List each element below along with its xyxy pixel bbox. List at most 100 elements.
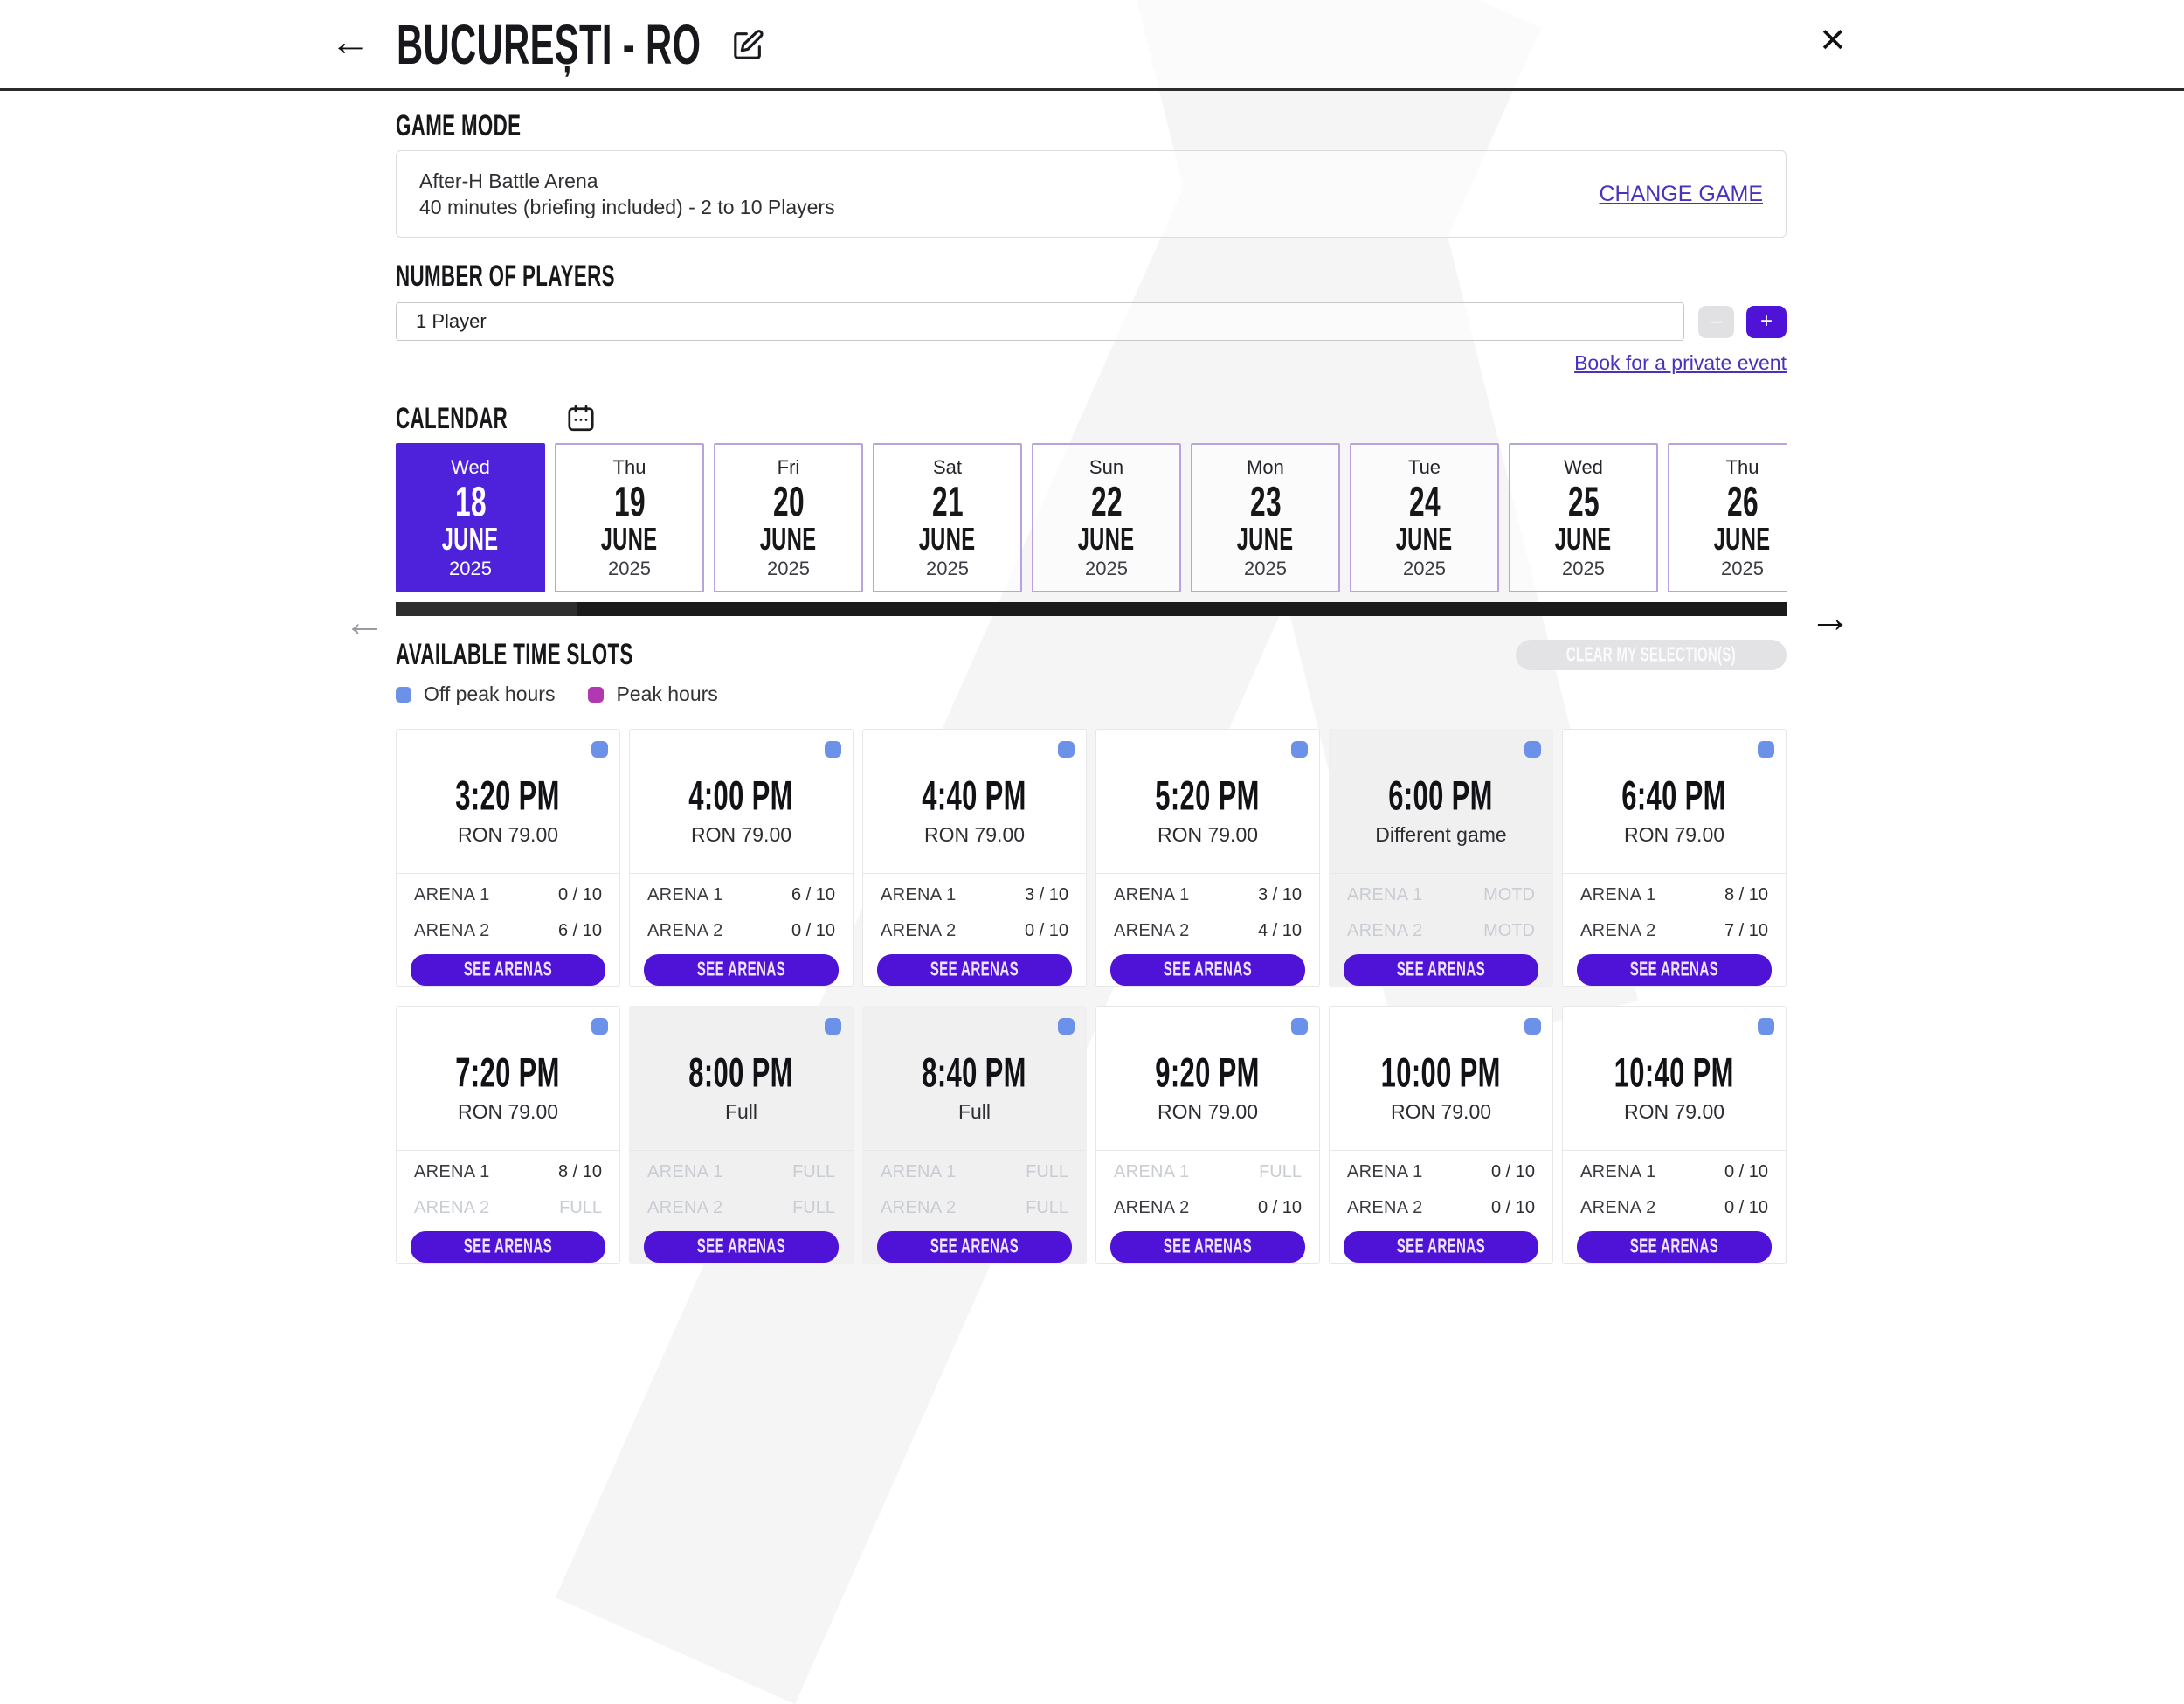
calendar-day-card[interactable]: Wed 18 JUNE 2025 <box>396 443 545 592</box>
slot-subtitle: Different game <box>1375 823 1507 846</box>
timeslot-card[interactable]: 10:40 PM RON 79.00 ARENA 1 0 / 10 ARENA … <box>1562 1006 1787 1264</box>
clear-selection-button[interactable]: CLEAR MY SELECTION(S) <box>1516 640 1787 670</box>
day-month: JUNE <box>442 520 499 557</box>
timeslot-card[interactable]: 6:00 PM Different game ARENA 1 MOTD AREN… <box>1329 729 1553 987</box>
peak-legend-swatch <box>588 686 605 703</box>
see-arenas-button[interactable]: SEE ARENAS <box>1577 1230 1772 1263</box>
players-plus-button[interactable]: + <box>1746 305 1787 338</box>
day-month: JUNE <box>760 520 817 557</box>
calendar-next-arrow[interactable]: → <box>1809 595 1851 641</box>
players-minus-button[interactable]: – <box>1698 305 1734 338</box>
calendar-day-card[interactable]: Mon 23 JUNE 2025 <box>1191 443 1340 592</box>
slot-time: 3:20 PM <box>455 772 561 820</box>
slot-subtitle: Full <box>724 1100 758 1123</box>
arena-name: ARENA 2 <box>1114 1197 1190 1217</box>
offpeak-legend-swatch <box>396 686 411 703</box>
arena-name: ARENA 2 <box>414 1197 490 1217</box>
calendar-day-card[interactable]: Wed 25 JUNE 2025 <box>1509 443 1658 592</box>
timeslots-heading: AVAILABLE TIME SLOTS <box>396 637 633 671</box>
arena-occupancy: 0 / 10 <box>557 884 602 904</box>
offpeak-legend-label: Off peak hours <box>424 682 556 705</box>
see-arenas-button[interactable]: SEE ARENAS <box>1344 1230 1538 1263</box>
timeslot-card[interactable]: 4:40 PM RON 79.00 ARENA 1 3 / 10 ARENA 2… <box>862 729 1087 987</box>
arena-occupancy: 0 / 10 <box>1490 1161 1535 1181</box>
calendar-prev-arrow[interactable]: ← <box>343 599 385 646</box>
arena-name: ARENA 1 <box>1580 1161 1656 1181</box>
timeslot-card[interactable]: 5:20 PM RON 79.00 ARENA 1 3 / 10 ARENA 2… <box>1095 729 1320 987</box>
calendar-heading: CALENDAR <box>396 401 508 435</box>
change-game-link[interactable]: CHANGE GAME <box>1599 181 1763 206</box>
timeslot-card[interactable]: 3:20 PM RON 79.00 ARENA 1 0 / 10 ARENA 2… <box>396 729 620 987</box>
see-arenas-button[interactable]: SEE ARENAS <box>1577 953 1772 986</box>
arena-occupancy: 3 / 10 <box>1257 884 1302 904</box>
slot-time: 9:20 PM <box>1155 1049 1261 1097</box>
game-mode-box: After-H Battle Arena 40 minutes (briefin… <box>396 150 1787 238</box>
game-details: 40 minutes (briefing included) - 2 to 10… <box>419 196 835 218</box>
arena-name: ARENA 2 <box>1347 1197 1423 1217</box>
calendar-day-card[interactable]: Tue 24 JUNE 2025 <box>1350 443 1499 592</box>
day-month: JUNE <box>1396 520 1453 557</box>
timeslot-card[interactable]: 7:20 PM RON 79.00 ARENA 1 8 / 10 ARENA 2… <box>396 1006 620 1264</box>
players-heading: NUMBER OF PLAYERS <box>396 259 615 293</box>
see-arenas-button[interactable]: SEE ARENAS <box>1344 953 1538 986</box>
timeslot-card[interactable]: 6:40 PM RON 79.00 ARENA 1 8 / 10 ARENA 2… <box>1562 729 1787 987</box>
arena-row: ARENA 2 0 / 10 <box>647 913 835 949</box>
calendar-section: CALENDAR ← → Wed <box>343 401 1851 643</box>
calendar-day-card[interactable]: Thu 19 JUNE 2025 <box>555 443 704 592</box>
day-month: JUNE <box>1714 520 1771 557</box>
private-event-link[interactable]: Book for a private event <box>1574 351 1787 374</box>
day-year: 2025 <box>1403 557 1446 579</box>
arena-occupancy: MOTD <box>1483 920 1535 940</box>
arena-row: ARENA 2 FULL <box>414 1190 602 1226</box>
timeslot-card[interactable]: 8:40 PM Full ARENA 1 FULL ARENA 2 FULL <box>862 1006 1087 1264</box>
slot-subtitle: RON 79.00 <box>923 823 1026 846</box>
edit-icon[interactable] <box>730 28 765 63</box>
arena-name: ARENA 2 <box>647 920 723 940</box>
calendar-scrollbar[interactable] <box>396 602 1787 616</box>
calendar-day-card[interactable]: Thu 26 JUNE 2025 <box>1668 443 1787 592</box>
modal-header: ← BUCUREȘTI - RO ✕ <box>0 0 2184 91</box>
see-arenas-button[interactable]: SEE ARENAS <box>644 953 839 986</box>
arena-row: ARENA 2 FULL <box>647 1190 835 1226</box>
calendar-day-card[interactable]: Sun 22 JUNE 2025 <box>1032 443 1181 592</box>
day-of-week: Sat <box>932 455 963 478</box>
see-arenas-button[interactable]: SEE ARENAS <box>644 1230 839 1263</box>
slot-time: 8:40 PM <box>922 1049 1027 1097</box>
calendar-day-card[interactable]: Fri 20 JUNE 2025 <box>714 443 863 592</box>
calendar-day-card[interactable]: Sat 21 JUNE 2025 <box>873 443 1022 592</box>
day-month: JUNE <box>919 520 976 557</box>
see-arenas-button[interactable]: SEE ARENAS <box>877 1230 1072 1263</box>
arena-occupancy: 3 / 10 <box>1024 884 1068 904</box>
players-input[interactable] <box>396 302 1684 341</box>
game-mode-section: GAME MODE After-H Battle Arena 40 minute… <box>396 91 1787 238</box>
day-of-week: Wed <box>1564 455 1603 478</box>
day-of-week: Thu <box>612 455 646 478</box>
arena-name: ARENA 2 <box>414 920 490 940</box>
arena-row: ARENA 2 0 / 10 <box>1114 1190 1302 1226</box>
slot-subtitle: RON 79.00 <box>1157 823 1259 846</box>
offpeak-indicator <box>1524 741 1541 758</box>
slot-time: 4:40 PM <box>922 772 1027 820</box>
arena-row: ARENA 1 FULL <box>647 1154 835 1190</box>
timeslot-card[interactable]: 9:20 PM RON 79.00 ARENA 1 FULL ARENA 2 0… <box>1095 1006 1320 1264</box>
close-icon[interactable]: ✕ <box>1819 23 1847 59</box>
slot-subtitle: RON 79.00 <box>1623 823 1725 846</box>
see-arenas-button[interactable]: SEE ARENAS <box>1110 953 1305 986</box>
see-arenas-button[interactable]: SEE ARENAS <box>411 953 605 986</box>
calendar-scrollbar-thumb[interactable] <box>396 602 577 616</box>
slot-time: 6:00 PM <box>1388 772 1494 820</box>
see-arenas-button[interactable]: SEE ARENAS <box>877 953 1072 986</box>
see-arenas-button[interactable]: SEE ARENAS <box>1110 1230 1305 1263</box>
timeslot-card[interactable]: 8:00 PM Full ARENA 1 FULL ARENA 2 FULL <box>629 1006 854 1264</box>
arena-name: ARENA 1 <box>1114 1161 1190 1181</box>
day-of-week: Wed <box>451 455 490 478</box>
day-month: JUNE <box>1078 520 1135 557</box>
slot-subtitle: RON 79.00 <box>1623 1100 1725 1123</box>
arena-row: ARENA 2 MOTD <box>1347 913 1535 949</box>
timeslot-card[interactable]: 10:00 PM RON 79.00 ARENA 1 0 / 10 ARENA … <box>1329 1006 1553 1264</box>
timeslot-card[interactable]: 4:00 PM RON 79.00 ARENA 1 6 / 10 ARENA 2… <box>629 729 854 987</box>
see-arenas-button[interactable]: SEE ARENAS <box>411 1230 605 1263</box>
back-arrow-icon[interactable]: ← <box>330 18 370 64</box>
game-name: After-H Battle Arena <box>419 170 598 192</box>
day-number: 22 <box>1090 478 1123 525</box>
